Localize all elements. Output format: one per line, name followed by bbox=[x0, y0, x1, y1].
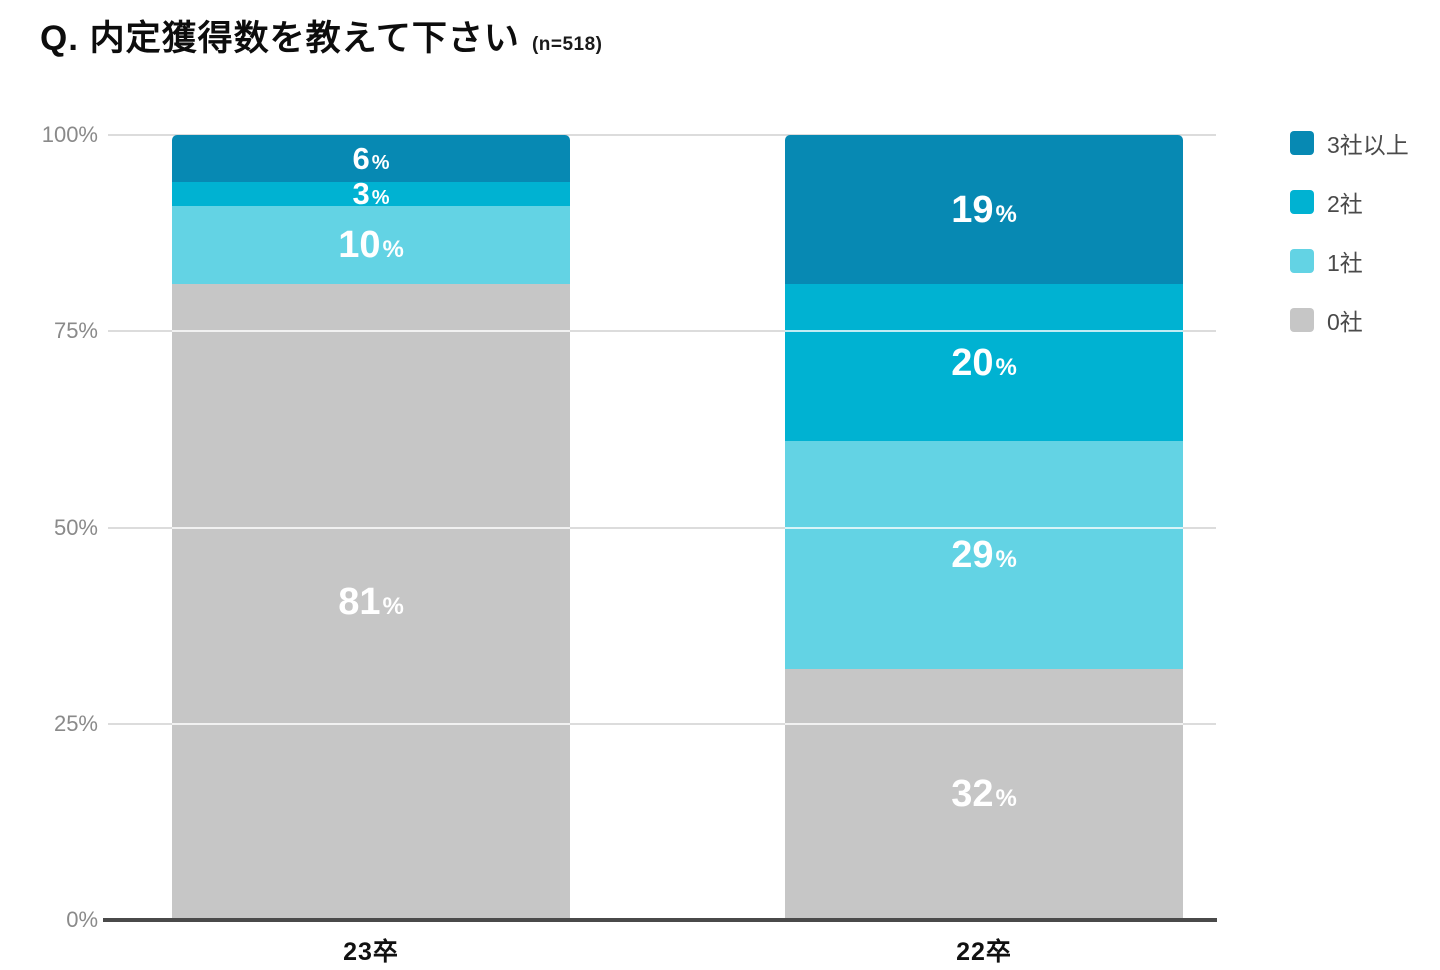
gridline bbox=[108, 134, 1216, 136]
legend: 3社以上 2社 1社 0社 bbox=[1290, 126, 1409, 337]
y-tick-label: 75% bbox=[53, 318, 98, 344]
y-tick-label: 25% bbox=[53, 710, 98, 736]
legend-swatch bbox=[1290, 249, 1314, 273]
gridline-over-bar bbox=[785, 330, 1183, 333]
y-tick-label: 0% bbox=[66, 907, 98, 932]
chart-title: Q. 内定獲得数を教えて下さい (n=518) bbox=[40, 10, 603, 61]
x-axis-label-22卒: 22卒 bbox=[956, 938, 1012, 966]
x-axis-label-23卒: 23卒 bbox=[343, 938, 399, 966]
bar-segment-2社: 3% bbox=[172, 178, 570, 209]
plot-area: 100% 75% 50% 25% 0% 6% 3% 10% 81% 19% 20% 29% 32% bbox=[42, 122, 1216, 932]
segment-value-label: 6% bbox=[352, 141, 390, 177]
legend-label: 1社 bbox=[1327, 250, 1363, 276]
legend-label: 0社 bbox=[1327, 309, 1363, 335]
bar-segment-0社: 81% bbox=[172, 284, 570, 920]
sample-size-text: (n=518) bbox=[531, 34, 603, 55]
segment-value-label: 29% bbox=[951, 533, 1017, 576]
bar-segment-3社以上: 6% bbox=[172, 135, 570, 183]
y-tick-label: 50% bbox=[53, 514, 98, 540]
gridline-over-bar bbox=[172, 526, 570, 529]
legend-swatch bbox=[1290, 190, 1314, 214]
segment-value-label: 10% bbox=[338, 223, 404, 266]
chart-question-text: Q. 内定獲得数を教えて下さい bbox=[40, 19, 520, 58]
legend-item-0社: 0社 bbox=[1290, 303, 1409, 337]
stacked-bar-23卒: 6% 3% 10% 81% bbox=[172, 135, 570, 920]
bar-segment-3社以上: 19% bbox=[785, 135, 1183, 285]
gridline bbox=[108, 526, 1216, 529]
x-axis-line bbox=[103, 918, 1217, 922]
gridline bbox=[108, 330, 1216, 333]
legend-label: 3社以上 bbox=[1327, 132, 1409, 158]
legend-swatch bbox=[1290, 131, 1314, 155]
gridline bbox=[108, 722, 1216, 725]
gridline-over-bar bbox=[172, 722, 570, 725]
legend-item-1社: 1社 bbox=[1290, 244, 1409, 278]
segment-value-label: 81% bbox=[338, 581, 404, 624]
segment-value-label: 19% bbox=[951, 188, 1017, 231]
bar-segment-2社: 20% bbox=[785, 284, 1183, 442]
bar-segment-0社: 32% bbox=[785, 668, 1183, 920]
gridline-over-bar bbox=[785, 722, 1183, 725]
gridline-over-bar bbox=[172, 330, 570, 333]
bar-segment-1社: 10% bbox=[172, 205, 570, 285]
segment-value-label: 20% bbox=[951, 341, 1017, 384]
segment-value-label: 32% bbox=[951, 773, 1017, 816]
legend-item-2社: 2社 bbox=[1290, 185, 1409, 219]
legend-label: 2社 bbox=[1327, 191, 1363, 217]
gridline-over-bar bbox=[785, 526, 1183, 529]
segment-value-label: 3% bbox=[352, 176, 390, 212]
y-tick-label: 100% bbox=[41, 122, 98, 147]
bar-segment-1社: 29% bbox=[785, 441, 1183, 669]
legend-swatch bbox=[1290, 308, 1314, 332]
stacked-bar-22卒: 19% 20% 29% 32% bbox=[785, 135, 1183, 920]
legend-item-3社以上: 3社以上 bbox=[1290, 126, 1409, 160]
